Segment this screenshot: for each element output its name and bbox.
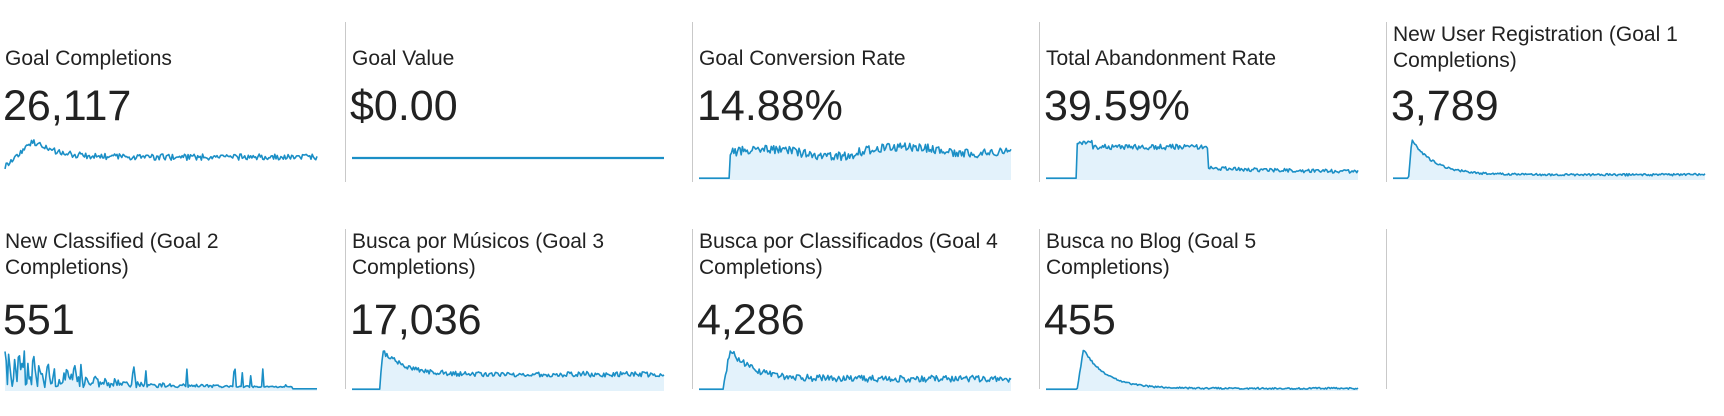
- sparkline-chart: [699, 350, 1012, 391]
- goal-metric-card[interactable]: Busca no Blog (Goal 5 Completions) 455: [1041, 229, 1387, 391]
- metric-value: 551: [3, 296, 75, 344]
- sparkline-line: [1046, 349, 1359, 390]
- goal-metric-card[interactable]: Goal Conversion Rate 14.88%: [694, 22, 1040, 182]
- goal-metric-card[interactable]: Busca por Classificados (Goal 4 Completi…: [694, 229, 1040, 391]
- metric-label: Goal Conversion Rate: [699, 47, 906, 70]
- metric-label: Busca no Blog (Goal 5 Completions): [1046, 230, 1257, 279]
- goal-metric-card[interactable]: New User Registration (Goal 1 Completion…: [1388, 22, 1724, 182]
- goal-metric-card[interactable]: Goal Value $0.00: [347, 22, 693, 182]
- sparkline-area: [699, 351, 1011, 391]
- sparkline-area: [1046, 350, 1358, 391]
- metric-label: Busca por Classificados (Goal 4 Completi…: [699, 230, 998, 279]
- sparkline-chart: [1046, 349, 1359, 391]
- metric-value: $0.00: [350, 82, 458, 130]
- sparkline-line: [1046, 139, 1359, 179]
- sparkline-chart: [352, 156, 664, 160]
- sparkline-line: [1393, 139, 1706, 179]
- metric-value: 26,117: [3, 82, 132, 130]
- sparkline-area: [352, 351, 664, 391]
- goal-metric-card[interactable]: Busca por Músicos (Goal 3 Completions) 17…: [347, 229, 693, 391]
- sparkline-line: [4, 139, 318, 170]
- metric-value: 4,286: [697, 296, 805, 344]
- sparkline-chart: [4, 139, 318, 170]
- metric-label: Goal Completions: [5, 47, 172, 70]
- sparkline-chart: [1393, 139, 1706, 180]
- metric-value: 455: [1044, 296, 1116, 344]
- metric-label: New User Registration (Goal 1 Completion…: [1393, 23, 1678, 72]
- sparkline-area: [699, 143, 1011, 180]
- metric-label: New Classified (Goal 2 Completions): [5, 230, 219, 279]
- sparkline-chart: [699, 142, 1012, 180]
- sparkline-line: [699, 142, 1012, 179]
- sparkline-chart: [1046, 139, 1359, 180]
- metric-value: 17,036: [350, 296, 482, 344]
- sparkline-line: [4, 350, 317, 390]
- sparkline-chart: [352, 350, 665, 391]
- goal-metric-card[interactable]: Total Abandonment Rate 39.59%: [1041, 22, 1387, 182]
- metric-value: 14.88%: [697, 82, 843, 130]
- sparkline-area: [1393, 140, 1705, 180]
- metric-value: 39.59%: [1044, 82, 1190, 130]
- goal-metric-card[interactable]: New Classified (Goal 2 Completions) 551: [0, 229, 346, 391]
- sparkline-line: [352, 350, 665, 390]
- sparkline-area: [1046, 140, 1358, 180]
- goal-metric-card[interactable]: Goal Completions 26,117: [0, 22, 346, 182]
- sparkline-chart: [4, 350, 317, 391]
- metric-label: Goal Value: [352, 47, 455, 70]
- metric-label: Total Abandonment Rate: [1046, 47, 1276, 70]
- metric-label: Busca por Músicos (Goal 3 Completions): [352, 230, 605, 279]
- sparkline-line: [699, 350, 1012, 390]
- metric-value: 3,789: [1391, 82, 1499, 130]
